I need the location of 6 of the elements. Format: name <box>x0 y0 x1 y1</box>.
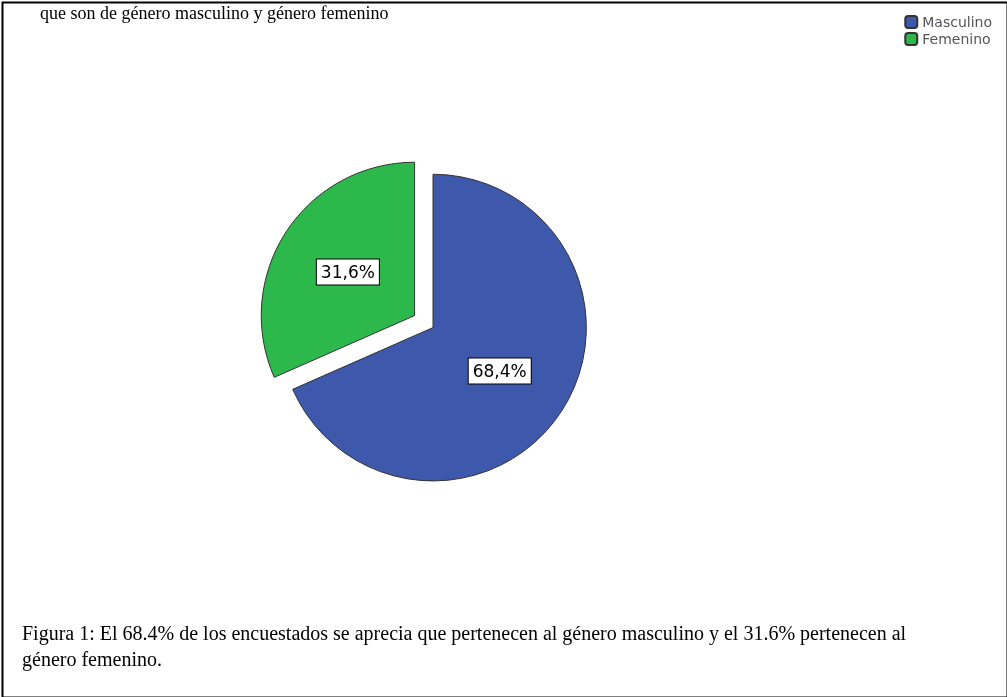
data-label: 68,4% <box>472 361 527 382</box>
data-label: 31,6% <box>320 262 375 283</box>
legend-label: Masculino <box>922 14 993 30</box>
text: Figura 1: El 68.4% de los encuestados se aprecia que pertenecen al género masculino y el 31.6% pertenecen al género femenino. <box>22 622 912 671</box>
chart-title: que son de género masculino y género femenino <box>40 3 389 23</box>
legend-label: Femenino <box>922 31 991 47</box>
